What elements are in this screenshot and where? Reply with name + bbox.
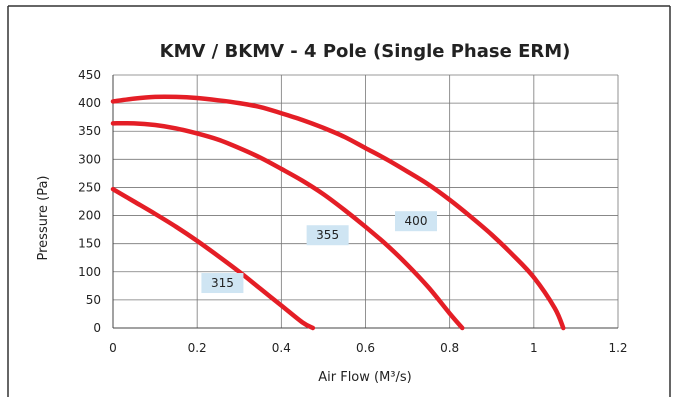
x-tick-labels: 0 0.2 0.4 0.6 0.8 1 1.2 — [109, 341, 627, 355]
chart-title: KMV / BKMV - 4 Pole (Single Phase ERM) — [160, 41, 571, 62]
series-line-355 — [110, 120, 465, 331]
y-tick-label: 50 — [86, 293, 101, 307]
curve-label-355: 355 — [316, 228, 339, 242]
y-tick-label: 200 — [78, 209, 101, 223]
series-line-400 — [110, 94, 566, 331]
y-axis-title: Pressure (Pa) — [36, 175, 51, 260]
curve-label-box-355 — [306, 225, 349, 246]
y-tick-label: 150 — [78, 237, 101, 251]
curve-label-400: 400 — [405, 214, 428, 228]
x-tick-label: 0.2 — [188, 341, 207, 355]
x-tick-label: 1.2 — [608, 341, 627, 355]
x-tick-label: 1 — [530, 341, 538, 355]
x-axis-title: Air Flow (M³/s) — [318, 370, 412, 385]
x-tick-label: 0 — [109, 341, 117, 355]
y-tick-label: 450 — [78, 68, 101, 82]
y-tick-label: 300 — [78, 152, 101, 166]
series-line-315 — [110, 186, 316, 331]
y-tick-label: 350 — [78, 124, 101, 138]
x-tick-label: 0.4 — [272, 341, 291, 355]
curve-label-box-315 — [201, 273, 244, 294]
y-tick-label: 0 — [93, 321, 101, 335]
curves — [110, 94, 566, 331]
y-tick-labels: 0 50 100 150 200 250 300 350 400 450 — [78, 68, 101, 335]
x-tick-label: 0.8 — [440, 341, 459, 355]
y-tick-label: 100 — [78, 265, 101, 279]
curve-labels: 315 355 400 — [201, 211, 437, 294]
curve-label-box-400 — [395, 211, 437, 232]
y-tick-label: 400 — [78, 96, 101, 110]
y-tick-label: 250 — [78, 180, 101, 194]
curve-label-315: 315 — [211, 276, 234, 290]
x-tick-label: 0.6 — [356, 341, 375, 355]
